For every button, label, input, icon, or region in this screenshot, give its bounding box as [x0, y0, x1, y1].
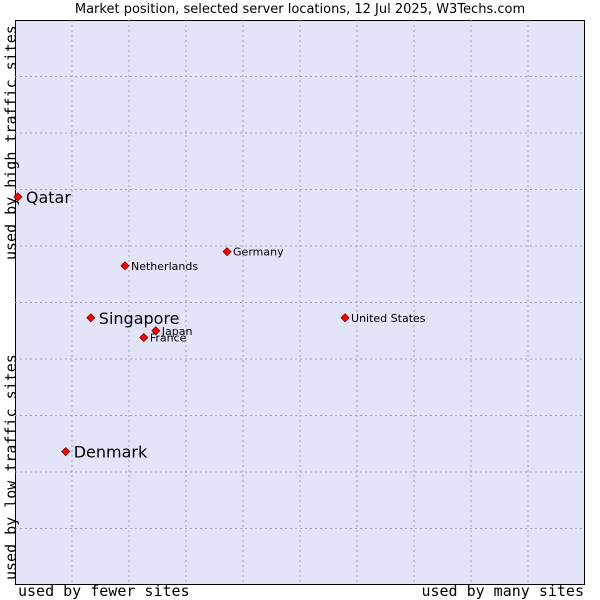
data-point-japan[interactable]: [151, 326, 161, 336]
data-point-qatar[interactable]: [13, 192, 23, 202]
point-label-united-states: United States: [351, 312, 426, 325]
data-point-france[interactable]: [139, 332, 149, 343]
data-point-denmark[interactable]: [61, 447, 71, 457]
y-axis-label-high: used by high traffic sites: [2, 25, 20, 260]
point-label-japan: Japan: [161, 325, 193, 338]
chart-title: Market position, selected server locatio…: [74, 2, 526, 17]
point-label-netherlands: Netherlands: [131, 260, 198, 273]
y-axis-label-low: used by low traffic sites: [2, 354, 20, 580]
scatter-plot: Qatar Germany Netherlands Singapore United S…: [13, 20, 585, 585]
data-point-united-states[interactable]: [340, 313, 350, 323]
data-point-netherlands[interactable]: [120, 261, 130, 271]
point-label-germany: Germany: [233, 246, 284, 259]
data-point-germany[interactable]: [222, 247, 232, 257]
point-label-denmark: Denmark: [74, 443, 148, 462]
data-point-singapore[interactable]: [86, 313, 96, 323]
point-label-singapore: Singapore: [99, 309, 180, 328]
x-axis-label-many: used by many sites: [421, 582, 584, 600]
point-label-qatar: Qatar: [26, 188, 71, 207]
x-axis-label-fewer: used by fewer sites: [18, 582, 190, 600]
point-label-france: France: [150, 332, 187, 345]
